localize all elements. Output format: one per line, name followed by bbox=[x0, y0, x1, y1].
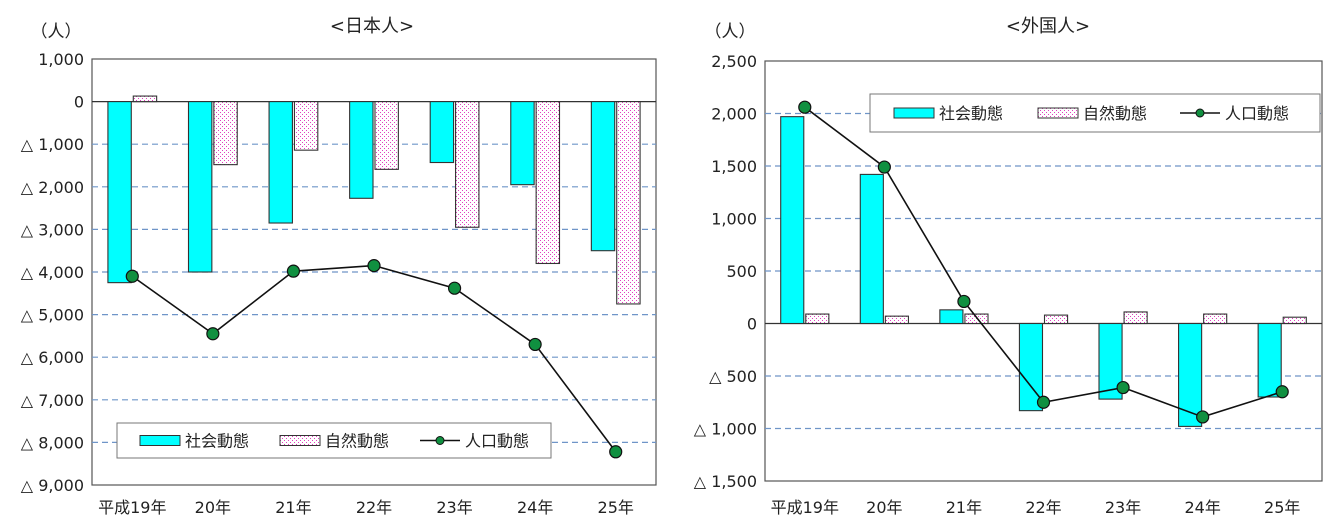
x-tick-label: 24年 bbox=[517, 498, 553, 515]
y-tick-label: 1,000 bbox=[38, 50, 84, 69]
bar-social-change bbox=[590, 101, 616, 252]
chart-title: <外国人> bbox=[1006, 16, 1090, 37]
bar-natural-change bbox=[293, 101, 319, 151]
japanese-population-chart: <日本人> （人） 1,000 0 △ 1,000 △ 2,000 △ 3,000 △ 4,0… bbox=[21, 16, 657, 515]
y-tick-label: △ 2,000 bbox=[21, 178, 84, 197]
legend-swatch-natural bbox=[279, 435, 321, 446]
y-tick-label: △ 6,000 bbox=[21, 348, 84, 367]
y-tick-label: 1,000 bbox=[711, 210, 757, 229]
bar-natural-change bbox=[884, 315, 909, 325]
population-change-point bbox=[877, 160, 891, 174]
bar-natural-change bbox=[1043, 314, 1069, 325]
population-change-point bbox=[447, 281, 462, 295]
bar-natural-change bbox=[132, 95, 158, 103]
y-tick-label: △ 9,000 bbox=[21, 476, 84, 495]
population-change-point bbox=[957, 294, 971, 309]
population-change-point bbox=[798, 100, 812, 114]
y-tick-label: △ 4,000 bbox=[21, 263, 84, 282]
population-change-point bbox=[609, 445, 623, 459]
legend-label-social: 社会動態 bbox=[185, 432, 249, 451]
y-tick-label: △ 1,500 bbox=[694, 472, 757, 491]
bar-social-change bbox=[1018, 322, 1044, 412]
population-change-point bbox=[1275, 385, 1289, 399]
chart-title: <日本人> bbox=[330, 16, 414, 37]
population-change-point bbox=[286, 264, 301, 278]
bar-social-change bbox=[1178, 322, 1203, 427]
population-change-point bbox=[1196, 410, 1210, 424]
x-tick-label: 24年 bbox=[1184, 498, 1220, 515]
y-tick-label: △ 3,000 bbox=[21, 220, 84, 239]
bar-social-change bbox=[349, 101, 374, 199]
bar-natural-change bbox=[805, 313, 830, 325]
y-unit-label: （人） bbox=[31, 22, 82, 42]
bar-social-change bbox=[939, 309, 964, 325]
foreign-population-chart: <外国人> （人） 2,500 2,000 1,500 1,000 500 0 △ 500 △ 1… bbox=[694, 16, 1323, 515]
x-tick-label: 平成19年 bbox=[771, 498, 839, 515]
bar-natural-change bbox=[1282, 316, 1307, 325]
x-tick-label: 20年 bbox=[195, 498, 231, 515]
bar-social-change bbox=[187, 101, 213, 273]
bar-social-change bbox=[107, 101, 132, 284]
legend-swatch-natural bbox=[1037, 107, 1079, 119]
legend-swatch-social bbox=[893, 107, 935, 119]
bar-natural-change bbox=[213, 101, 238, 166]
x-tick-label: 23年 bbox=[1105, 498, 1141, 515]
bar-natural-change bbox=[535, 101, 561, 265]
y-tick-label: △ 1,000 bbox=[21, 135, 84, 154]
y-tick-label: 500 bbox=[726, 262, 757, 281]
x-tick-label: 21年 bbox=[275, 498, 311, 515]
x-tick-label: 23年 bbox=[436, 498, 472, 515]
y-tick-label: 0 bbox=[74, 93, 84, 112]
y-tick-label: 2,000 bbox=[711, 105, 757, 124]
legend-label-population: 人口動態 bbox=[465, 432, 529, 451]
legend-swatch-marker bbox=[1195, 108, 1205, 118]
bar-social-change bbox=[780, 116, 805, 325]
y-tick-label: △ 1,000 bbox=[694, 420, 757, 439]
bar-social-change bbox=[1257, 322, 1282, 398]
x-tick-label: 25年 bbox=[1264, 498, 1300, 515]
y-tick-label: △ 5,000 bbox=[21, 306, 84, 325]
x-tick-label: 25年 bbox=[598, 498, 634, 515]
legend-swatch-social bbox=[139, 435, 181, 446]
x-tick-label: 22年 bbox=[356, 498, 392, 515]
population-change-point bbox=[1116, 380, 1130, 395]
population-change-point bbox=[206, 327, 220, 341]
bar-natural-change bbox=[1123, 311, 1148, 325]
legend-box bbox=[869, 93, 1321, 133]
legend-swatch-marker bbox=[435, 436, 445, 445]
legend-label-social: 社会動態 bbox=[939, 104, 1003, 123]
legend-label-natural: 自然動態 bbox=[325, 432, 389, 451]
x-tick-label: 22年 bbox=[1025, 498, 1061, 515]
y-unit-label: （人） bbox=[705, 22, 756, 42]
bar-natural-change bbox=[1203, 313, 1228, 325]
bar-social-change bbox=[510, 101, 535, 186]
x-tick-label: 20年 bbox=[866, 498, 902, 515]
population-change-point bbox=[125, 269, 139, 283]
legend-label-population: 人口動態 bbox=[1225, 104, 1289, 123]
y-tick-label: 1,500 bbox=[711, 157, 757, 176]
x-tick-label: 21年 bbox=[946, 498, 982, 515]
bar-natural-change bbox=[616, 101, 641, 305]
bar-social-change bbox=[859, 173, 884, 325]
legend-label-natural: 自然動態 bbox=[1083, 104, 1147, 123]
population-change-point bbox=[528, 337, 542, 352]
y-tick-label: △ 500 bbox=[709, 367, 757, 386]
population-change-point bbox=[1036, 395, 1051, 409]
y-tick-label: △ 7,000 bbox=[21, 391, 84, 410]
bar-social-change bbox=[429, 101, 455, 164]
bar-social-change bbox=[268, 101, 293, 224]
bar-natural-change bbox=[455, 101, 480, 228]
x-tick-label: 平成19年 bbox=[98, 498, 166, 515]
legend-box bbox=[116, 422, 552, 459]
y-tick-label: △ 8,000 bbox=[21, 433, 84, 452]
y-tick-label: 0 bbox=[747, 315, 757, 334]
bar-natural-change bbox=[374, 101, 399, 170]
bar-social-change bbox=[1098, 322, 1123, 400]
y-tick-label: 2,500 bbox=[711, 52, 757, 71]
population-change-point bbox=[367, 259, 381, 273]
bar-natural-change bbox=[964, 313, 989, 325]
